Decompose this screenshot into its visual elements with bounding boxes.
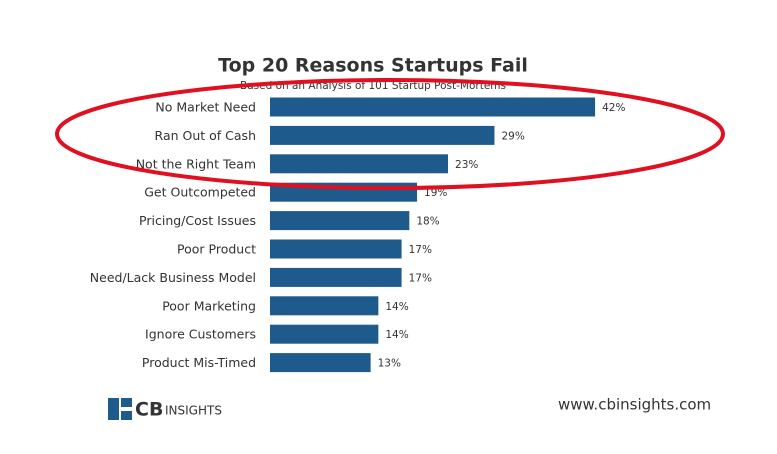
category-label: Product Mis-Timed (142, 355, 256, 370)
bar (270, 97, 596, 117)
chart-title: Top 20 Reasons Startups Fail (218, 55, 528, 77)
value-label: 29% (501, 130, 524, 142)
bar (270, 296, 379, 316)
category-label: Need/Lack Business Model (90, 270, 256, 285)
value-label: 14% (385, 301, 408, 313)
value-label: 14% (385, 329, 408, 341)
value-label: 23% (455, 159, 478, 171)
logo: CB INSIGHTS (108, 398, 222, 421)
bar (270, 154, 449, 174)
logo-text: INSIGHTS (165, 404, 222, 418)
category-label: Ran Out of Cash (155, 128, 256, 143)
bar (270, 125, 495, 145)
bar (270, 267, 402, 287)
category-label: Get Outcompeted (144, 185, 256, 200)
category-label: Pricing/Cost Issues (139, 213, 256, 228)
value-label: 19% (424, 187, 447, 199)
highlight-ellipse (55, 78, 725, 190)
bar (270, 353, 371, 373)
logo-cb: CB (135, 399, 163, 421)
category-label: No Market Need (155, 100, 256, 115)
bars: No Market Need 42% Ran Out of Cash 29% Not t… (90, 97, 625, 373)
bar (270, 211, 410, 231)
value-label: 17% (409, 244, 432, 256)
bar (270, 324, 379, 344)
category-label: Poor Marketing (162, 298, 256, 313)
bar (270, 239, 402, 259)
logo-icon (108, 398, 119, 420)
logo-icon (121, 398, 132, 407)
source: www.cbinsights.com (558, 396, 711, 414)
logo-icon (121, 411, 132, 420)
category-label: Not the Right Team (136, 156, 256, 171)
value-label: 13% (378, 358, 401, 370)
category-label: Poor Product (177, 242, 256, 257)
value-label: 18% (416, 216, 439, 228)
value-label: 42% (602, 102, 625, 114)
value-label: 17% (409, 272, 432, 284)
category-label: Ignore Customers (145, 327, 256, 342)
